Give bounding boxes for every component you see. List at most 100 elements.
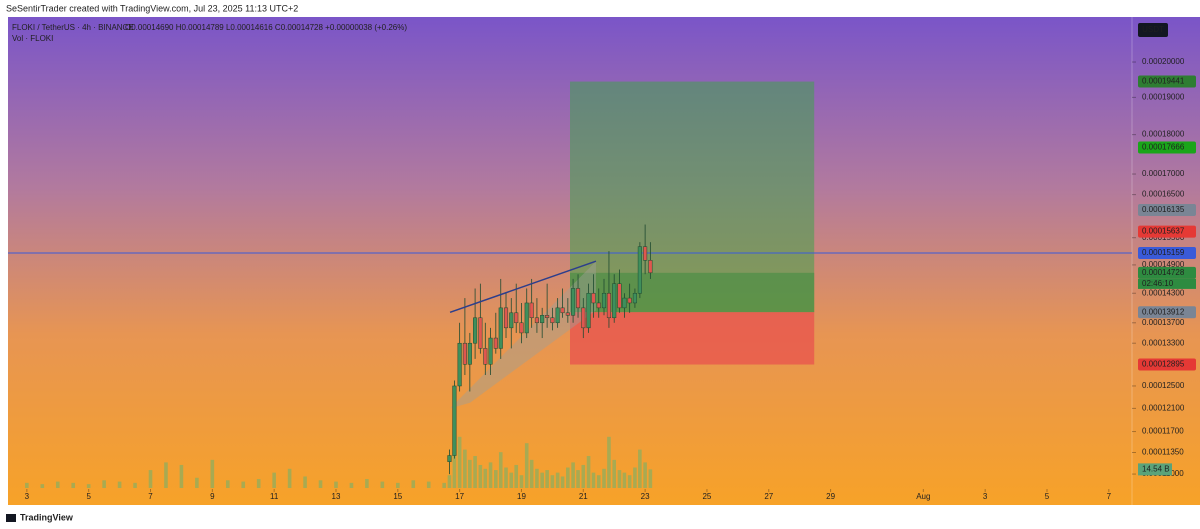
- volume-bar: [55, 481, 60, 488]
- price-badge-label: 0.00019441: [1142, 77, 1185, 86]
- volume-bar: [550, 475, 555, 488]
- volume-bar: [426, 481, 431, 488]
- volume-bar: [287, 468, 292, 488]
- volume-bar: [210, 459, 215, 488]
- candle-body: [524, 302, 529, 334]
- candle-body: [622, 297, 627, 309]
- volume-bar: [581, 464, 586, 488]
- y-tick-label: 0.00013300: [1142, 338, 1185, 347]
- volume-bar: [555, 472, 560, 488]
- volume-bar: [195, 477, 199, 488]
- currency: USDT: [1142, 25, 1164, 34]
- x-tick-label: 7: [148, 492, 153, 501]
- price-badge-label: 0.00012895: [1142, 360, 1185, 369]
- candle-body: [519, 322, 524, 334]
- y-tick-label: 0.00017000: [1142, 169, 1185, 178]
- x-tick-label: 17: [455, 492, 464, 501]
- volume-bar: [463, 449, 467, 488]
- volume-bar: [498, 452, 503, 488]
- volume-bar: [509, 472, 514, 488]
- volume-bar: [483, 468, 488, 488]
- x-tick-label: 15: [393, 492, 402, 501]
- price-badge-label: 0.00014728: [1142, 268, 1185, 277]
- volume-bar: [545, 470, 549, 488]
- x-tick-label: 25: [702, 492, 711, 501]
- price-badge-label: 0.00016135: [1142, 205, 1185, 214]
- volume-bar: [514, 464, 519, 488]
- candle-body: [529, 302, 534, 319]
- candle-body: [488, 337, 493, 365]
- volume-bar: [524, 443, 529, 488]
- currency-badge: [1138, 23, 1168, 37]
- x-tick-label: 9: [210, 492, 215, 501]
- price-badge: [1138, 266, 1196, 279]
- volume-bar: [602, 468, 606, 488]
- wedge-shade: [450, 261, 596, 409]
- x-tick-label: 5: [1045, 492, 1050, 501]
- candle-body: [473, 317, 478, 344]
- candle-body: [540, 315, 545, 324]
- volume-bar: [617, 470, 622, 488]
- price-badge: [1138, 225, 1196, 238]
- candle-body: [586, 292, 591, 329]
- candle-body: [617, 283, 622, 309]
- countdown: 02:46:10: [1142, 279, 1174, 288]
- candle-body: [534, 317, 539, 324]
- price-badge-label: 0.00017666: [1142, 143, 1185, 152]
- volume-bar: [591, 472, 596, 488]
- volume-bar: [648, 469, 653, 488]
- candle-body: [575, 288, 581, 309]
- volume-bar: [560, 476, 565, 488]
- x-tick-label: 21: [579, 492, 588, 501]
- volume-bar: [40, 484, 45, 488]
- ohlc: O0.00014690 H0.00014789 L0.00014616 C0.0…: [125, 23, 407, 32]
- symbol: FLOKI / TetherUS · 4h · BINANCE: [12, 23, 134, 32]
- x-tick-label: 3: [983, 492, 988, 501]
- volume-bar: [576, 470, 580, 488]
- x-tick-label: 7: [1107, 492, 1112, 501]
- volume-bar: [519, 475, 524, 488]
- candle-body: [571, 288, 576, 316]
- open-profit-zone: [570, 272, 815, 313]
- volume-bar: [504, 467, 508, 488]
- volume-bar: [447, 475, 452, 488]
- volume-badge-label: 14.54 B: [1142, 464, 1170, 473]
- credit: SeSentirTrader created with TradingView.…: [6, 3, 298, 13]
- header-bar: [0, 0, 1200, 17]
- volume-bar: [241, 481, 246, 488]
- candle-body: [478, 317, 483, 349]
- x-tick-label: 11: [270, 492, 279, 501]
- volume-bar: [473, 456, 477, 488]
- volume-bar: [225, 480, 230, 488]
- y-tick-label: 0.00020000: [1142, 57, 1185, 66]
- price-badge-label: 0.00015159: [1142, 248, 1185, 257]
- candle-body: [601, 292, 607, 309]
- volume-bar: [411, 480, 416, 488]
- x-tick-label: 23: [641, 492, 650, 501]
- volume-bar: [596, 475, 601, 488]
- volume-bar: [442, 482, 446, 488]
- y-tick-label: 0.00013700: [1142, 318, 1185, 327]
- volume-bar: [334, 481, 338, 488]
- volume-bar: [117, 481, 122, 488]
- candle-body: [643, 246, 648, 261]
- volume-bar: [627, 475, 632, 488]
- price-badge: [1138, 141, 1196, 154]
- candle-body: [612, 283, 617, 319]
- volume-bar: [133, 482, 137, 488]
- plot: 0.00020000 0.00019000 0.00018000 0.00017000…: [8, 57, 1196, 501]
- price-badge: [1138, 306, 1196, 319]
- y-tick-label: 0.00018000: [1142, 130, 1185, 139]
- volume-bar: [478, 464, 483, 488]
- candle-body: [550, 317, 555, 324]
- y-tick-label: 0.00019000: [1142, 92, 1185, 101]
- volume-bar: [566, 467, 570, 488]
- volume-title: Vol · FLOKI: [12, 34, 53, 43]
- target-zone: [570, 81, 815, 313]
- y-tick-label: 0.00016500: [1142, 190, 1185, 199]
- logo-icon: [6, 514, 16, 522]
- price-badge: [1138, 247, 1196, 260]
- x-tick-label: Aug: [916, 492, 930, 501]
- volume-bar: [86, 484, 91, 488]
